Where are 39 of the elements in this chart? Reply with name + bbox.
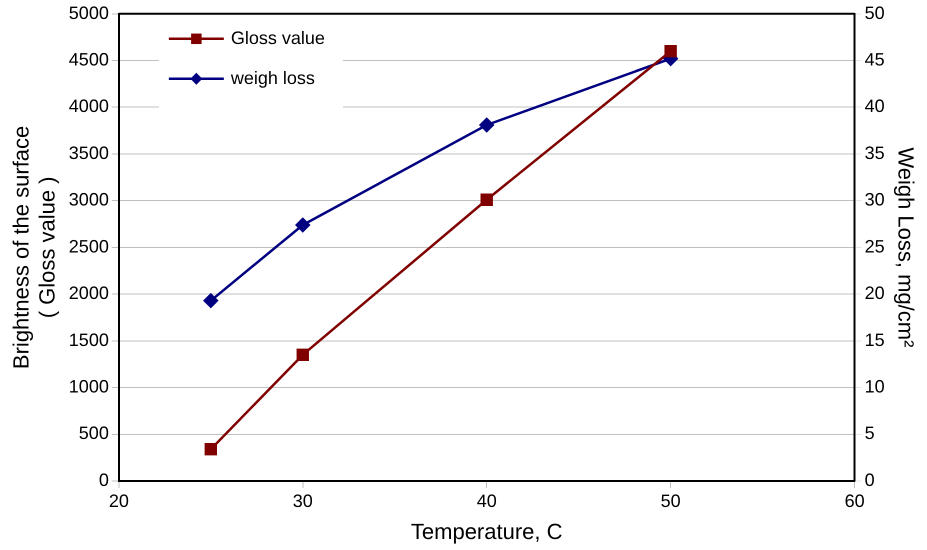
x-tick-label: 40 xyxy=(476,490,497,511)
x-tick-label: 50 xyxy=(660,490,681,511)
y2-tick-label: 40 xyxy=(864,96,885,116)
point xyxy=(204,293,218,308)
y-tick-label: 3000 xyxy=(68,190,109,210)
y-tick-label: 1000 xyxy=(68,376,109,397)
y-tick-label: 2000 xyxy=(68,283,109,304)
x-tick-label: 20 xyxy=(108,490,129,511)
point xyxy=(204,443,218,456)
y2-tick-label: 10 xyxy=(864,376,885,397)
y-tick-label: 1500 xyxy=(68,330,109,350)
point xyxy=(664,44,677,58)
point xyxy=(296,218,310,232)
y-tick-label: 3500 xyxy=(68,142,109,163)
legend-label: weigh loss xyxy=(230,68,315,88)
y2-tick-label: 25 xyxy=(864,236,885,256)
y2-tick-label: 50 xyxy=(864,2,885,23)
y-tick-label: 4500 xyxy=(68,49,109,70)
y-tick-label: 4000 xyxy=(68,96,109,116)
x-axis-title: Temperature, C xyxy=(410,518,563,544)
y2-tick-label: 45 xyxy=(864,49,885,70)
y2-axis-title: Weigh Loss, mg/cm² xyxy=(894,147,919,348)
y2-tick-label: 20 xyxy=(864,283,885,304)
y-tick-label: 0 xyxy=(98,470,109,490)
y2-tick-label: 30 xyxy=(864,190,885,210)
y2-tick-label: 15 xyxy=(864,330,885,350)
y2-tick-label: 35 xyxy=(864,142,885,163)
point xyxy=(479,118,494,132)
y-axis-title: Brightness of the surface ( Gloss value ) xyxy=(8,126,60,370)
y-tick-label: 2500 xyxy=(68,236,109,256)
legend-label: Gloss value xyxy=(230,28,325,48)
y-tick-label: 5000 xyxy=(68,2,109,23)
y-tick-label: 500 xyxy=(78,423,109,444)
point xyxy=(296,348,309,362)
x-tick-label: 30 xyxy=(292,490,313,511)
x-tick-label: 60 xyxy=(844,490,865,511)
y2-tick-label: 5 xyxy=(864,423,875,444)
y2-tick-label: 0 xyxy=(864,470,875,490)
point xyxy=(480,194,493,206)
